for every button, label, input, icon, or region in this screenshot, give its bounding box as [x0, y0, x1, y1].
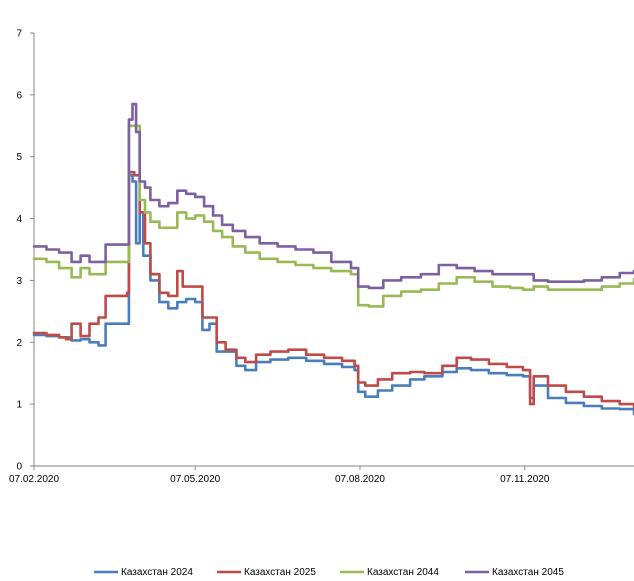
- y-tick-label: 6: [16, 90, 22, 101]
- series-line-3: [32, 124, 634, 308]
- legend-label-4: Казахстан 2045: [492, 567, 564, 578]
- chart-ticks: 0 1 2 3 4 5 6 7 07.02.2020 07.05.2020 07.08.2020 07…: [9, 29, 550, 486]
- chart-axes: [33, 33, 634, 467]
- y-tick-label: 5: [16, 152, 22, 163]
- chart-series: [32, 102, 634, 416]
- series-line-4: [32, 102, 634, 290]
- chart-legend: Казахстан 2024 Казахстан 2025 Казахстан 20…: [94, 567, 564, 578]
- x-tick-label: 07.05.2020: [170, 474, 220, 485]
- legend-label-1: Казахстан 2024: [121, 567, 193, 578]
- series-line-1: [32, 174, 634, 416]
- x-tick-label: 07.11.2020: [500, 474, 550, 485]
- y-tick-label: 0: [16, 462, 22, 473]
- x-tick-label: 07.02.2020: [9, 474, 59, 485]
- y-tick-label: 3: [16, 276, 22, 287]
- y-tick-label: 4: [16, 214, 22, 225]
- y-tick-label: 7: [16, 29, 22, 40]
- y-tick-label: 2: [16, 338, 22, 349]
- series-line-2: [32, 170, 634, 409]
- legend-label-2: Казахстан 2025: [244, 567, 316, 578]
- legend-label-3: Казахстан 2044: [367, 567, 439, 578]
- x-tick-label: 07.08.2020: [335, 474, 385, 485]
- y-tick-label: 1: [16, 400, 22, 411]
